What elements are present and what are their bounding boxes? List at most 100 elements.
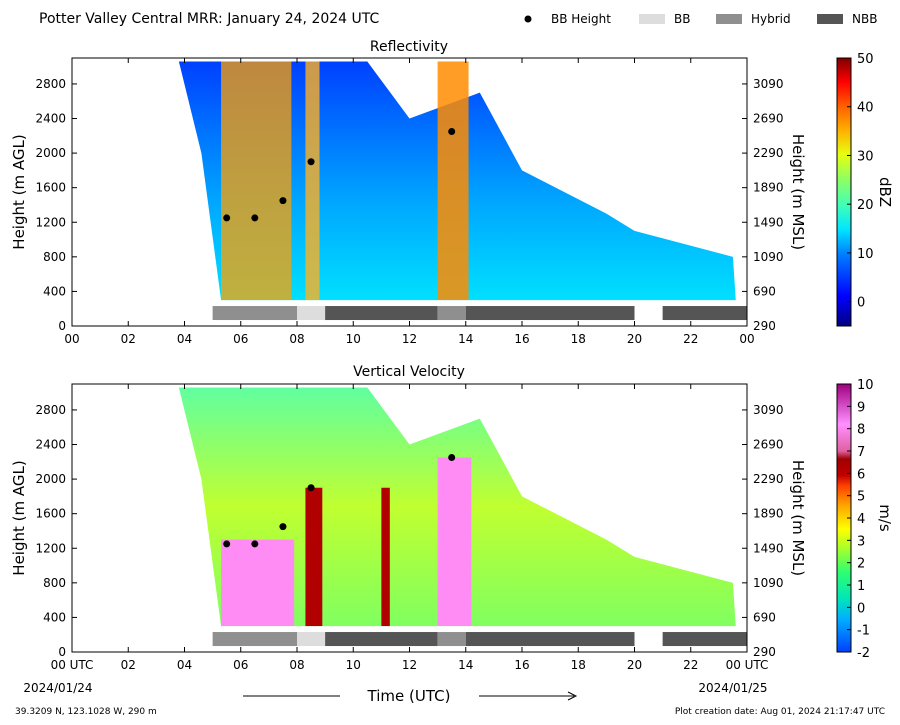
x-tick-label: 20: [627, 332, 642, 346]
plot-creation-date: Plot creation date: Aug 01, 2024 21:17:4…: [675, 707, 885, 717]
y2-tick-label: 290: [753, 645, 776, 659]
velocity-colorbar-ticks: -2 -1 0 1 2 3 4 5 6 7 8 9 10: [847, 378, 874, 661]
reflectivity-y-ticks: 0 400 800 1200 1600 2000 2400 2800: [35, 77, 77, 333]
velocity-fall-band: [221, 539, 295, 627]
time-arrow-head-icon: [567, 691, 578, 701]
y-tick-label: 400: [43, 610, 66, 624]
reflectivity-colorbar-ticks: 0 10 20 30 40 50: [847, 52, 874, 311]
y2-tick-label: 3090: [753, 403, 784, 417]
bb-type-segment: [465, 306, 635, 321]
y-tick-label: 800: [43, 576, 66, 590]
x-tick-label: 04: [177, 332, 192, 346]
velocity-colorbar-label: m/s: [876, 504, 894, 532]
bb-height-point: [307, 484, 315, 492]
y2-tick-label: 290: [753, 319, 776, 333]
x-tick-label: 12: [402, 332, 417, 346]
velocity-bb-type-bar: [212, 632, 747, 647]
x-tick-label: 00 UTC: [726, 658, 769, 672]
reflectivity-colorbar-label: dBZ: [876, 177, 894, 207]
velocity-field: [178, 387, 736, 627]
y2-tick-label: 2690: [753, 112, 784, 126]
y-tick-label: 400: [43, 284, 66, 298]
bb-type-segment: [297, 306, 326, 321]
bb-height-point: [448, 127, 456, 135]
colorbar-tick-label: 6: [857, 467, 865, 482]
x-tick-label: 14: [458, 658, 473, 672]
velocity-y2-ticks: 290 690 1090 1490 1890 2290 2690 3090: [742, 403, 784, 659]
x-tick-label: 02: [121, 658, 136, 672]
bb-height-point: [307, 158, 315, 166]
x-tick-label: 14: [458, 332, 473, 346]
bb-height-point: [223, 540, 231, 548]
figure-title: Potter Valley Central MRR: January 24, 2…: [39, 11, 379, 27]
colorbar-tick-label: 2: [857, 557, 865, 572]
colorbar-tick-label: 7: [857, 445, 865, 460]
x-tick-label: 02: [121, 332, 136, 346]
colorbar-tick-label: 5: [857, 490, 865, 505]
legend-label: BB: [674, 12, 690, 26]
reflectivity-ylabel: Height (m AGL): [10, 134, 28, 249]
reflectivity-x-ticks: 00 02 04 06 08 10 12 14 16 18 20 22 00: [64, 58, 755, 346]
bb-type-segment: [662, 632, 747, 647]
reflectivity-title: Reflectivity: [370, 39, 448, 55]
x-tick-label: 22: [683, 332, 698, 346]
x-tick-label: 16: [514, 658, 529, 672]
colorbar-tick-label: 3: [857, 534, 865, 549]
y2-tick-label: 1490: [753, 215, 784, 229]
reflectivity-bb-type-bar: [212, 306, 747, 321]
legend-label: NBB: [852, 12, 877, 26]
bb-type-segment: [662, 306, 747, 321]
velocity-title: Vertical Velocity: [353, 364, 465, 380]
legend-bb-height-dot-icon: [524, 15, 532, 23]
y-tick-label: 2400: [35, 112, 66, 126]
y-tick-label: 2000: [35, 472, 66, 486]
colorbar-tick-label: 9: [857, 400, 865, 415]
colorbar-tick-label: 10: [857, 247, 874, 262]
bb-type-segment: [437, 632, 466, 647]
velocity-ylabel: Height (m AGL): [10, 460, 28, 575]
y2-tick-label: 1890: [753, 507, 784, 521]
y-tick-label: 2400: [35, 438, 66, 452]
legend-label: Hybrid: [751, 12, 791, 26]
y2-tick-label: 2290: [753, 146, 784, 160]
y2-tick-label: 1890: [753, 181, 784, 195]
legend: BB Height BB Hybrid NBB: [524, 12, 877, 26]
legend-swatch: [716, 14, 742, 24]
x-tick-label: 16: [514, 332, 529, 346]
x-tick-label: 08: [289, 658, 304, 672]
bb-height-point: [251, 540, 259, 548]
velocity-panel: Vertical Velocity 00 UTC 02 04 06 08 10 12 14 16…: [10, 364, 894, 672]
x-tick-label: 18: [571, 658, 586, 672]
bb-type-segment: [212, 306, 297, 321]
y-tick-label: 2800: [35, 77, 66, 91]
reflectivity-panel: Reflectivity 00 02 04 06 08 10 12 14 16 18 20 22 00 …: [10, 39, 894, 346]
velocity-fall-band: [437, 457, 472, 627]
reflectivity-field: [178, 61, 736, 301]
x-tick-label: 10: [346, 332, 361, 346]
x-tick-label: 06: [233, 332, 248, 346]
x-tick-label: 08: [289, 332, 304, 346]
x-tick-label: 00: [64, 332, 79, 346]
bb-height-point: [279, 197, 287, 205]
y2-tick-label: 2290: [753, 472, 784, 486]
y2-tick-label: 690: [753, 610, 776, 624]
colorbar-tick-label: 1: [857, 579, 865, 594]
x-tick-label: 00: [739, 332, 754, 346]
y2-tick-label: 1090: [753, 250, 784, 264]
x-tick-label: 00 UTC: [51, 658, 94, 672]
bb-type-segment: [325, 632, 438, 647]
y-tick-label: 2000: [35, 146, 66, 160]
time-axis-label: Time (UTC): [367, 687, 451, 705]
colorbar-tick-label: -1: [857, 624, 870, 639]
velocity-fall-band: [305, 487, 323, 627]
bb-height-point: [251, 214, 259, 222]
reflectivity-y2-ticks: 290 690 1090 1490 1890 2290 2690 3090: [742, 77, 784, 333]
bb-type-segment: [465, 632, 635, 647]
y-tick-label: 0: [58, 319, 66, 333]
colorbar-tick-label: 4: [857, 512, 865, 527]
reflectivity-y2label: Height (m MSL): [789, 134, 807, 250]
y2-tick-label: 2690: [753, 438, 784, 452]
colorbar-tick-label: 50: [857, 52, 874, 67]
y-tick-label: 2800: [35, 403, 66, 417]
y2-tick-label: 690: [753, 284, 776, 298]
